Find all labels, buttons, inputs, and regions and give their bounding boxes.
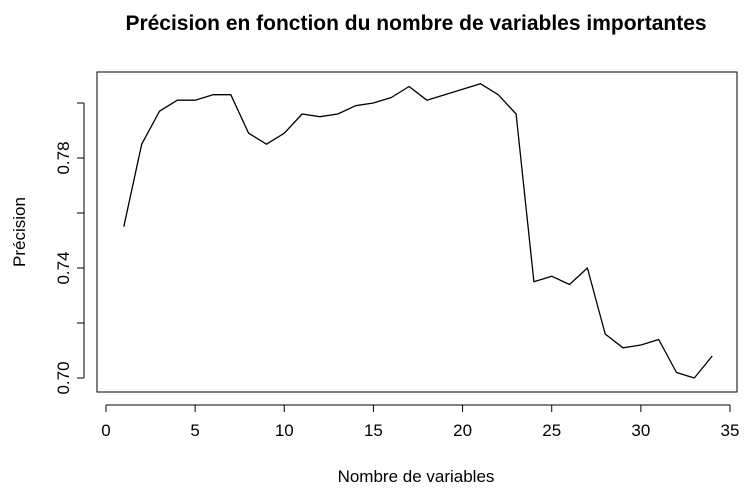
y-tick-label-0: 0.70 [54,361,73,394]
x-tick-label-30: 30 [631,421,650,440]
x-tick-label-20: 20 [453,421,472,440]
chart-title: Précision en fonction du nombre de varia… [125,12,706,35]
y-axis-label: Précision [10,197,29,267]
x-tick-label-5: 5 [190,421,199,440]
y-axis: 0.70 0.74 0.78 [54,102,85,395]
x-tick-label-25: 25 [542,421,561,440]
plot-frame [96,71,738,393]
series-layer [123,83,713,379]
x-axis: 0 5 10 15 20 25 30 35 [101,404,740,440]
x-tick-label-15: 15 [364,421,383,440]
x-tick-label-35: 35 [721,421,740,440]
series-line-0 [123,83,713,379]
x-tick-label-0: 0 [101,421,110,440]
x-tick-label-10: 10 [275,421,294,440]
y-tick-label-1: 0.74 [54,251,73,284]
y-tick-label-2: 0.78 [54,141,73,174]
x-axis-label: Nombre de variables [338,467,495,486]
